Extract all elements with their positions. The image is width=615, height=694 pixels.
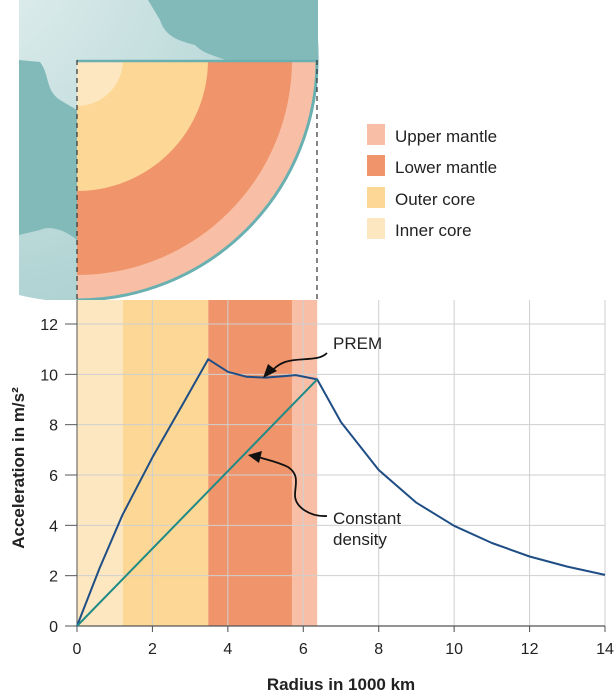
earth-cross-section: [77, 60, 322, 305]
legend: Upper mantle Lower mantle Outer core Inn…: [367, 124, 497, 240]
x-tick-label: 14: [596, 641, 614, 658]
y-tick-label: 12: [40, 317, 58, 334]
series-line-prem: [76, 358, 606, 627]
legend-swatch-inner-core: [367, 218, 385, 239]
cross-section-outer-core: [77, 60, 208, 191]
annotation-constant-density-arrow: [257, 456, 328, 517]
legend-label-lower-mantle: Lower mantle: [395, 158, 497, 177]
annotation-prem: PREM: [263, 334, 382, 378]
legend-label-inner-core: Inner core: [395, 221, 472, 240]
x-tick-label: 6: [299, 641, 308, 658]
band-upper-mantle: [291, 300, 318, 626]
legend-swatch-upper-mantle: [367, 124, 385, 145]
x-tick-label: 8: [374, 641, 383, 658]
x-axis-label: Radius in 1000 km: [267, 675, 415, 694]
y-tick-label: 10: [40, 367, 58, 384]
grid: [65, 300, 606, 632]
series-lines: [76, 358, 606, 627]
tick-labels: 0 2 4 6 8 10 12 14 0 2 4 6 8 10 12: [40, 317, 614, 658]
cross-section-inner-core: [77, 60, 123, 106]
x-tick-label: 0: [73, 641, 82, 658]
x-tick-label: 10: [445, 641, 463, 658]
legend-label-outer-core: Outer core: [395, 190, 475, 209]
y-tick-label: 4: [49, 518, 58, 535]
x-tick-label: 4: [223, 641, 232, 658]
layer-bands: [77, 300, 318, 626]
annotation-prem-label: PREM: [333, 334, 382, 353]
arrowhead-icon: [263, 364, 277, 378]
x-tick-label: 12: [521, 641, 539, 658]
y-tick-label: 6: [49, 468, 58, 485]
y-tick-label: 2: [49, 569, 58, 586]
annotation-constant-density-line1: Constant: [333, 509, 401, 528]
x-tick-label: 2: [148, 641, 157, 658]
series-line-constant-density: [76, 378, 318, 627]
band-outer-core: [123, 300, 209, 626]
y-tick-label: 8: [49, 418, 58, 435]
annotation-constant-density: Constant density: [248, 451, 401, 549]
legend-swatch-lower-mantle: [367, 155, 385, 176]
legend-swatch-outer-core: [367, 187, 385, 208]
legend-label-upper-mantle: Upper mantle: [395, 127, 497, 146]
y-axis-label: Acceleration in m/s²: [9, 387, 28, 549]
arrowhead-icon: [248, 451, 262, 463]
band-inner-core: [77, 300, 124, 626]
y-tick-label: 0: [49, 619, 58, 636]
annotation-constant-density-line2: density: [333, 530, 387, 549]
